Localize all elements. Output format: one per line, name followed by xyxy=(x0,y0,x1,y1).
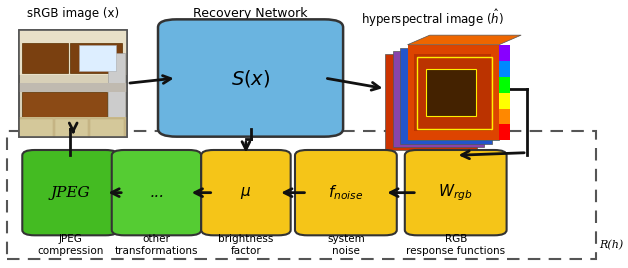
Text: brightness
factor: brightness factor xyxy=(219,234,274,256)
Polygon shape xyxy=(408,45,499,140)
FancyBboxPatch shape xyxy=(22,150,118,235)
Bar xyxy=(417,57,492,129)
Bar xyxy=(19,117,127,137)
Text: other
transformations: other transformations xyxy=(115,234,198,256)
Text: R(h): R(h) xyxy=(599,240,624,250)
Bar xyxy=(499,92,510,109)
Bar xyxy=(19,30,127,75)
Text: RGB
response functions: RGB response functions xyxy=(406,234,506,256)
Text: JPEG: JPEG xyxy=(50,186,90,200)
Text: $f_{noise}$: $f_{noise}$ xyxy=(328,183,364,202)
Text: $W_{rgb}$: $W_{rgb}$ xyxy=(438,182,473,203)
Bar xyxy=(70,43,122,73)
Bar xyxy=(19,30,127,137)
Text: Recovery Network: Recovery Network xyxy=(193,7,308,20)
Bar xyxy=(108,54,125,117)
Text: sRGB image (x): sRGB image (x) xyxy=(28,7,119,20)
Text: hyperspectral image ($\hat{h}$): hyperspectral image ($\hat{h}$) xyxy=(361,7,504,29)
Polygon shape xyxy=(386,54,477,150)
Bar xyxy=(78,45,116,70)
FancyBboxPatch shape xyxy=(201,150,291,235)
Bar xyxy=(55,118,89,137)
FancyBboxPatch shape xyxy=(112,150,201,235)
Bar xyxy=(19,118,53,137)
Text: JPEG
compression: JPEG compression xyxy=(37,234,103,256)
Bar xyxy=(499,61,510,77)
Bar xyxy=(19,30,127,137)
Bar xyxy=(499,45,510,61)
FancyBboxPatch shape xyxy=(295,150,397,235)
Bar xyxy=(7,131,596,259)
Polygon shape xyxy=(392,51,484,147)
Bar xyxy=(22,43,68,73)
Bar xyxy=(408,45,499,140)
Text: system
noise: system noise xyxy=(327,234,365,256)
Polygon shape xyxy=(400,48,492,144)
Bar xyxy=(499,77,510,92)
Bar xyxy=(19,83,127,92)
FancyBboxPatch shape xyxy=(405,150,507,235)
Polygon shape xyxy=(408,35,521,45)
Bar xyxy=(90,118,124,137)
Text: $S(x)$: $S(x)$ xyxy=(231,68,270,88)
Bar xyxy=(499,109,510,124)
Bar xyxy=(414,54,491,131)
Bar xyxy=(499,124,510,140)
Bar xyxy=(22,92,107,117)
FancyBboxPatch shape xyxy=(158,19,343,137)
Bar xyxy=(426,69,476,117)
Text: ...: ... xyxy=(149,186,164,200)
Text: $\mu$: $\mu$ xyxy=(241,185,252,201)
